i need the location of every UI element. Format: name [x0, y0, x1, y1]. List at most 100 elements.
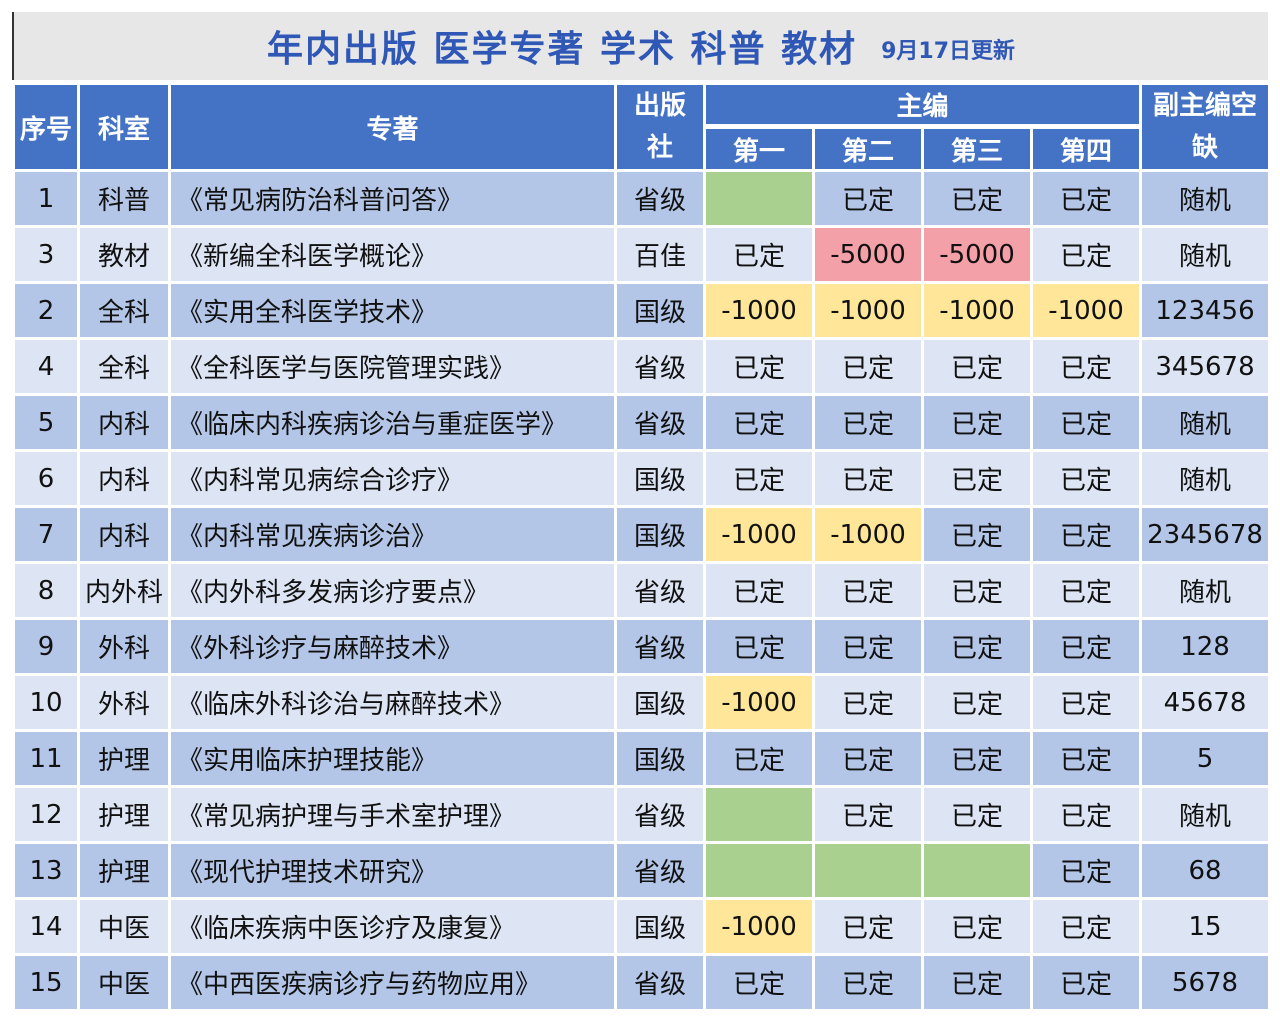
- cell-publisher: 省级: [617, 620, 703, 673]
- page-title: 年内出版 医学专著 学术 科普 教材: [266, 29, 858, 70]
- cell-book: 《内科常见病综合诊疗》: [171, 452, 614, 505]
- cell-editor-fourth: 已定: [1033, 564, 1140, 617]
- cell-seq: 15: [15, 956, 77, 1009]
- header-editor-fourth: 第四: [1033, 127, 1140, 169]
- cell-deputy: 45678: [1142, 676, 1269, 729]
- cell-seq: 8: [15, 564, 77, 617]
- table-row: 5 内科 《临床内科疾病诊治与重症医学》 省级 已定 已定 已定 已定 随机: [15, 396, 1269, 449]
- cell-editor-fourth: 已定: [1033, 732, 1140, 785]
- table-row: 1 科普 《常见病防治科普问答》 省级 已定 已定 已定 随机: [15, 172, 1269, 225]
- cell-book: 《中西医疾病诊疗与药物应用》: [171, 956, 614, 1009]
- table-row: 10 外科 《临床外科诊治与麻醉技术》 国级 -1000 已定 已定 已定 45678: [15, 676, 1269, 729]
- cell-editor-second: -5000: [815, 228, 921, 281]
- header-book: 专著: [171, 85, 614, 169]
- cell-deputy: 68: [1142, 844, 1269, 897]
- cell-deputy: 345678: [1142, 340, 1269, 393]
- cell-editor-second: 已定: [815, 676, 921, 729]
- cell-editor-third: -5000: [924, 228, 1030, 281]
- cell-editor-fourth: 已定: [1033, 228, 1140, 281]
- cell-deputy: 随机: [1142, 564, 1269, 617]
- cell-editor-second: 已定: [815, 340, 921, 393]
- cell-editor-first: [706, 844, 812, 897]
- header-deputy-line1: 副主编空: [1153, 91, 1258, 121]
- cell-publisher: 省级: [617, 340, 703, 393]
- cell-book: 《常见病防治科普问答》: [171, 172, 614, 225]
- cell-editor-third: 已定: [924, 788, 1030, 841]
- cell-book: 《外科诊疗与麻醉技术》: [171, 620, 614, 673]
- cell-seq: 6: [15, 452, 77, 505]
- cell-deputy: 5678: [1142, 956, 1269, 1009]
- cell-dept: 护理: [80, 788, 168, 841]
- cell-deputy: 随机: [1142, 788, 1269, 841]
- cell-dept: 内外科: [80, 564, 168, 617]
- cell-book: 《实用临床护理技能》: [171, 732, 614, 785]
- cell-editor-first: 已定: [706, 340, 812, 393]
- cell-dept: 全科: [80, 284, 168, 337]
- cell-publisher: 省级: [617, 172, 703, 225]
- table-row: 3 教材 《新编全科医学概论》 百佳 已定 -5000 -5000 已定 随机: [15, 228, 1269, 281]
- cell-editor-fourth: 已定: [1033, 172, 1140, 225]
- cell-editor-first: -1000: [706, 676, 812, 729]
- cell-dept: 护理: [80, 844, 168, 897]
- cell-editor-second: 已定: [815, 788, 921, 841]
- table-row: 11 护理 《实用临床护理技能》 国级 已定 已定 已定 已定 5: [15, 732, 1269, 785]
- cell-book: 《新编全科医学概论》: [171, 228, 614, 281]
- cell-editor-third: 已定: [924, 396, 1030, 449]
- cell-editor-second: 已定: [815, 172, 921, 225]
- cell-editor-first: 已定: [706, 228, 812, 281]
- cell-editor-fourth: 已定: [1033, 956, 1140, 1009]
- cell-editor-second: 已定: [815, 900, 921, 953]
- cell-deputy: 随机: [1142, 396, 1269, 449]
- cell-publisher: 百佳: [617, 228, 703, 281]
- cell-editor-fourth: 已定: [1033, 508, 1140, 561]
- cell-editor-third: 已定: [924, 620, 1030, 673]
- cell-editor-first: [706, 788, 812, 841]
- cell-editor-third: [924, 844, 1030, 897]
- header-seq: 序号: [15, 85, 77, 169]
- cell-seq: 13: [15, 844, 77, 897]
- cell-dept: 教材: [80, 228, 168, 281]
- cell-editor-fourth: 已定: [1033, 676, 1140, 729]
- cell-editor-second: -1000: [815, 284, 921, 337]
- cell-book: 《内科常见疾病诊治》: [171, 508, 614, 561]
- header-dept: 科室: [80, 85, 168, 169]
- cell-seq: 14: [15, 900, 77, 953]
- cell-editor-fourth: -1000: [1033, 284, 1140, 337]
- cell-editor-fourth: 已定: [1033, 900, 1140, 953]
- header-chief-editor: 主编: [706, 85, 1140, 125]
- cell-deputy: 随机: [1142, 228, 1269, 281]
- cell-seq: 11: [15, 732, 77, 785]
- cell-dept: 内科: [80, 452, 168, 505]
- cell-publisher: 国级: [617, 508, 703, 561]
- cell-dept: 中医: [80, 956, 168, 1009]
- cell-deputy: 123456: [1142, 284, 1269, 337]
- table-row: 15 中医 《中西医疾病诊疗与药物应用》 省级 已定 已定 已定 已定 5678: [15, 956, 1269, 1009]
- cell-editor-fourth: 已定: [1033, 340, 1140, 393]
- cell-deputy: 5: [1142, 732, 1269, 785]
- cell-editor-third: 已定: [924, 508, 1030, 561]
- cell-dept: 外科: [80, 676, 168, 729]
- cell-editor-third: 已定: [924, 732, 1030, 785]
- table-row: 7 内科 《内科常见疾病诊治》 国级 -1000 -1000 已定 已定 2345678: [15, 508, 1269, 561]
- cell-dept: 外科: [80, 620, 168, 673]
- table-row: 12 护理 《常见病护理与手术室护理》 省级 已定 已定 已定 随机: [15, 788, 1269, 841]
- cell-editor-third: 已定: [924, 172, 1030, 225]
- header-row: 序号 科室 专著 出版 社 主编 副主编空 缺: [15, 85, 1269, 169]
- cell-editor-third: 已定: [924, 900, 1030, 953]
- table-row: 14 中医 《临床疾病中医诊疗及康复》 国级 -1000 已定 已定 已定 15: [15, 900, 1269, 953]
- cell-editor-third: 已定: [924, 564, 1030, 617]
- cell-dept: 内科: [80, 508, 168, 561]
- header-editor-second: 第二: [815, 127, 921, 169]
- cell-seq: 3: [15, 228, 77, 281]
- header-editor-first: 第一: [706, 127, 812, 169]
- cell-seq: 9: [15, 620, 77, 673]
- cell-editor-third: 已定: [924, 676, 1030, 729]
- cell-book: 《临床内科疾病诊治与重症医学》: [171, 396, 614, 449]
- header-subrow: 第一 第二 第三 第四: [15, 127, 1268, 169]
- cell-editor-fourth: 已定: [1033, 452, 1140, 505]
- cell-editor-second: 已定: [815, 396, 921, 449]
- cell-editor-fourth: 已定: [1033, 844, 1140, 897]
- cell-editor-first: -1000: [706, 508, 812, 561]
- cell-editor-second: -1000: [815, 508, 921, 561]
- cell-editor-second: 已定: [815, 620, 921, 673]
